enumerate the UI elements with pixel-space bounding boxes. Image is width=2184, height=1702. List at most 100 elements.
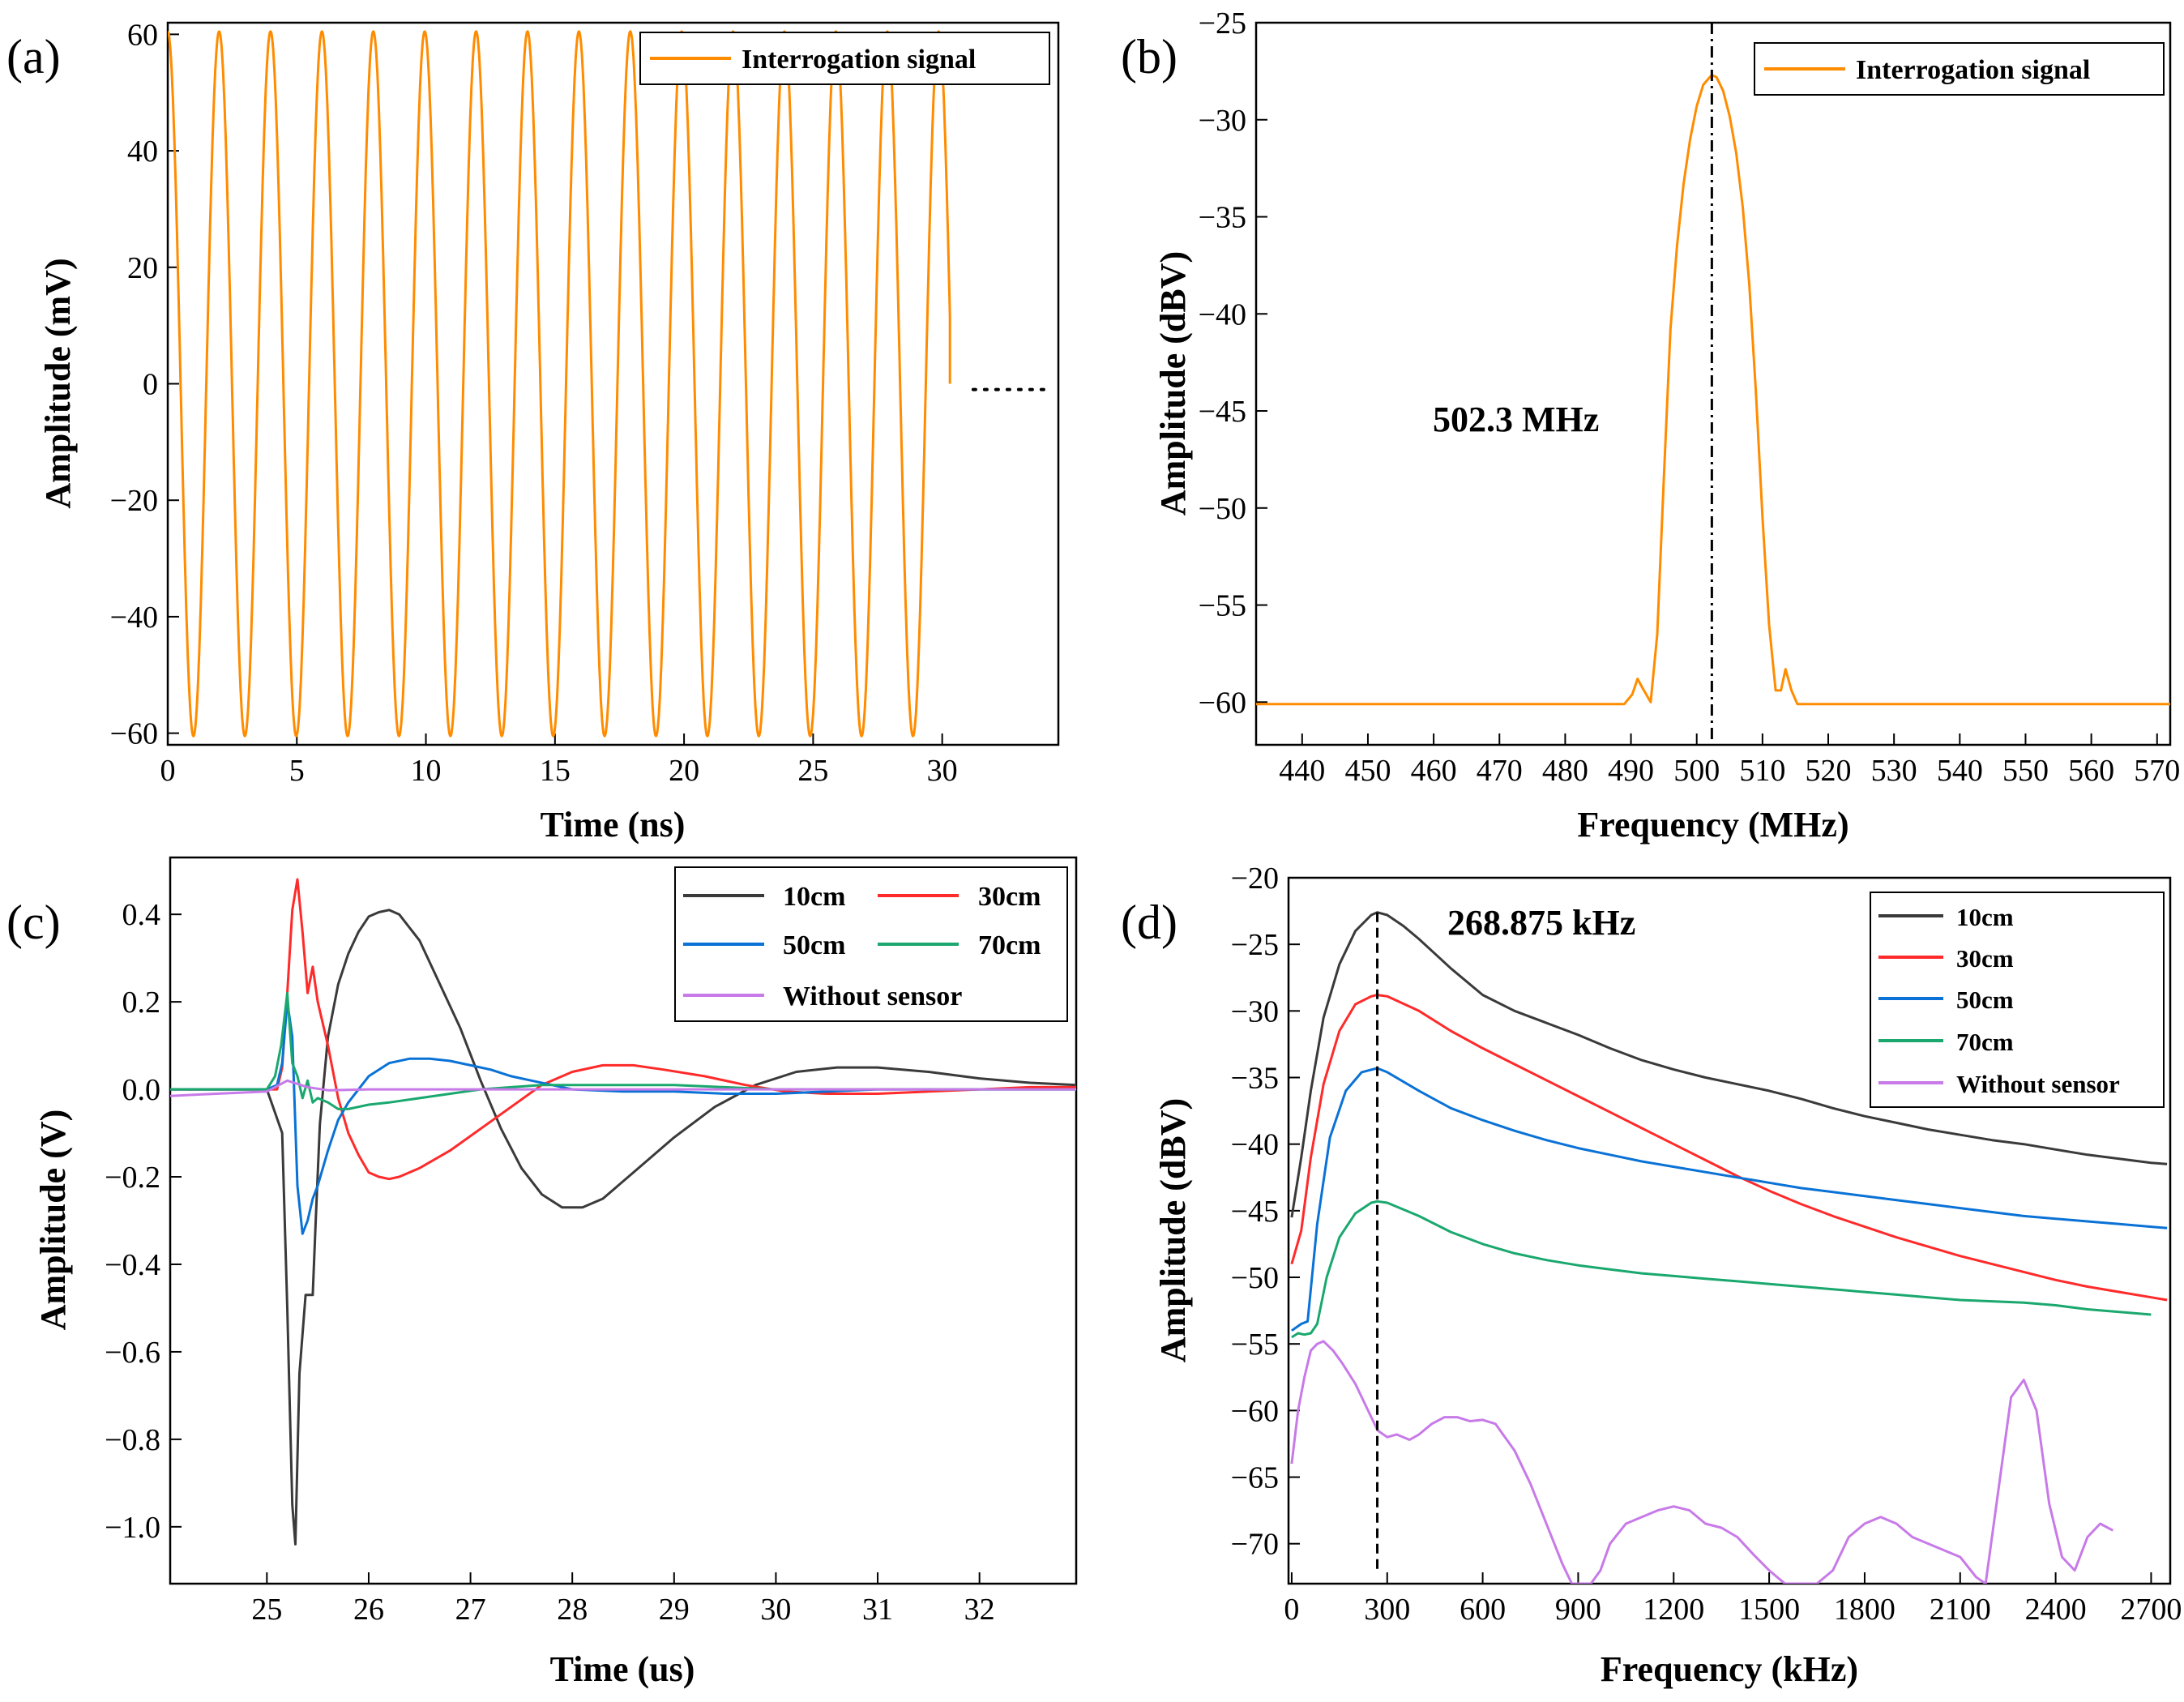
axes-d: 0 300 600 900 1200 1500 1800 2100 2400 2700 −70 −65…	[1231, 862, 2182, 1627]
series-line-c-70cm	[170, 991, 1076, 1110]
legend-label-d-1: 30cm	[1956, 944, 2014, 973]
series-line-b-interrogation	[1256, 74, 2170, 706]
y-tick-label-a: −60	[110, 717, 158, 751]
x-tick-label-c: 27	[455, 1593, 486, 1627]
x-tick-label-c: 28	[557, 1593, 588, 1627]
y-tick-label-c: 0.0	[122, 1073, 161, 1107]
y-tick-label-d: −30	[1231, 994, 1279, 1028]
x-tick-label-d: 2400	[2025, 1593, 2087, 1627]
x-tick-label-b: 440	[1279, 754, 1325, 788]
panel-b: (b) 440 450 460 470 480 490 500 510 520 530 540 550…	[1121, 6, 2180, 845]
panel-c: (c) 25 26 27 28 29 30 31 32 −1.0 −0.8 −0.6 −0.4 −0.2…	[6, 856, 1078, 1689]
y-tick-label-a: 20	[127, 251, 158, 285]
y-tick-label-b: −45	[1199, 395, 1246, 429]
x-tick-label-d: 300	[1364, 1593, 1410, 1627]
y-tick-label-c: −0.6	[105, 1336, 160, 1370]
y-tick-label-b: −50	[1199, 492, 1246, 526]
x-tick-label-b: 540	[1937, 754, 1983, 788]
y-tick-label-b: −55	[1199, 589, 1246, 623]
y-tick-label-b: −35	[1199, 201, 1246, 235]
series-b	[1256, 23, 2170, 745]
y-tick-label-d: −20	[1231, 862, 1279, 896]
x-axis-label-c: Time (us)	[550, 1649, 695, 1689]
x-tick-label-c: 25	[251, 1593, 282, 1627]
y-tick-label-a: −20	[110, 484, 158, 518]
x-tick-label-b: 490	[1608, 754, 1654, 788]
x-tick-label-a: 20	[669, 754, 699, 788]
x-tick-label-d: 2100	[1930, 1593, 1991, 1627]
y-tick-label-a: 0	[143, 368, 158, 402]
x-tick-label-b: 450	[1344, 754, 1391, 788]
legend-label-d-3: 70cm	[1956, 1028, 2014, 1056]
legend-label-c-0: 10cm	[783, 882, 845, 912]
x-tick-label-b: 500	[1673, 754, 1720, 788]
y-axis-label-a: Amplitude (mV)	[38, 258, 78, 508]
axes-c: 25 26 27 28 29 30 31 32 −1.0 −0.8 −0.6 −0.4 −0.2 0.0 0…	[105, 898, 995, 1627]
y-tick-label-d: −55	[1231, 1328, 1279, 1362]
x-axis-label-b: Frequency (MHz)	[1577, 805, 1848, 845]
y-tick-label-d: −60	[1231, 1394, 1279, 1428]
x-tick-label-c: 32	[964, 1593, 995, 1627]
y-tick-label-d: −40	[1231, 1128, 1279, 1162]
panel-label-c: (c)	[6, 896, 61, 949]
series-line-a-interrogation	[168, 30, 951, 738]
x-tick-label-b: 530	[1871, 754, 1917, 788]
x-tick-label-d: 1500	[1738, 1593, 1800, 1627]
panel-label-d: (d)	[1121, 896, 1177, 949]
x-tick-label-a: 30	[927, 754, 958, 788]
legend-label-d-2: 50cm	[1956, 986, 2014, 1014]
series-line-c-10cm	[170, 909, 1076, 1546]
x-tick-label-b: 520	[1806, 754, 1852, 788]
x-tick-label-b: 510	[1739, 754, 1785, 788]
x-tick-label-c: 29	[659, 1593, 690, 1627]
x-tick-label-a: 5	[289, 754, 305, 788]
legend-label-a-0: Interrogation signal	[742, 45, 976, 75]
x-tick-label-d: 600	[1460, 1593, 1506, 1627]
series-line-d-30cm	[1290, 994, 2168, 1302]
series-line-c-50cm	[170, 1000, 1076, 1235]
legend-b: Interrogation signal	[1754, 42, 2165, 96]
x-axis-label-d: Frequency (kHz)	[1601, 1649, 1858, 1689]
x-tick-label-b: 550	[2002, 754, 2049, 788]
x-tick-label-d: 900	[1555, 1593, 1601, 1627]
y-tick-label-d: −70	[1231, 1528, 1279, 1562]
series-c	[170, 878, 1076, 1546]
y-axis-label-d: Amplitude (dBV)	[1153, 1098, 1193, 1362]
y-tick-label-c: −0.4	[105, 1248, 160, 1282]
legend-d: 10cm 30cm 50cm 70cm Without sensor	[1870, 892, 2165, 1108]
series-a	[168, 30, 1053, 738]
plot-frame-c	[169, 856, 1078, 1585]
series-line-d-10cm	[1290, 911, 2168, 1218]
y-tick-label-b: −25	[1199, 6, 1246, 41]
x-tick-label-d: 1200	[1643, 1593, 1704, 1627]
panel-a: (a) 0 5 10 15 20 25 30 −60 −40 −20 0 20 40 60 Time (n…	[6, 18, 1060, 845]
x-tick-label-b: 480	[1542, 754, 1588, 788]
x-tick-label-a: 25	[797, 754, 828, 788]
legend-label-d-4: Without sensor	[1956, 1070, 2120, 1098]
peak-frequency-label-d: 268.875 kHz	[1447, 903, 1635, 943]
x-tick-label-d: 0	[1284, 1593, 1299, 1627]
x-tick-label-d: 1800	[1834, 1593, 1896, 1627]
x-tick-label-c: 30	[760, 1593, 791, 1627]
x-axis-label-a: Time (ns)	[541, 805, 686, 845]
axes-b: 440 450 460 470 480 490 500 510 520 530 540 550 560 5…	[1199, 6, 2181, 788]
y-axis-label-b: Amplitude (dBV)	[1153, 251, 1193, 515]
legend-label-c-4: Without sensor	[783, 981, 962, 1011]
x-tick-label-b: 570	[2134, 754, 2180, 788]
y-tick-label-d: −65	[1231, 1461, 1279, 1495]
y-tick-label-a: 40	[127, 135, 158, 169]
y-tick-label-b: −30	[1199, 104, 1246, 138]
series-line-d-without-sensor	[1290, 1340, 2114, 1584]
x-tick-label-b: 560	[2068, 754, 2114, 788]
y-tick-label-d: −45	[1231, 1195, 1279, 1229]
y-tick-label-b: −60	[1199, 686, 1246, 720]
peak-frequency-label-b: 502.3 MHz	[1433, 400, 1599, 439]
x-tick-label-a: 15	[540, 754, 571, 788]
panel-label-a: (a)	[6, 30, 61, 83]
x-tick-label-b: 470	[1477, 754, 1523, 788]
y-tick-label-c: −0.8	[105, 1423, 160, 1457]
x-tick-label-c: 26	[353, 1593, 384, 1627]
y-tick-label-c: 0.2	[122, 986, 161, 1020]
panel-label-b: (b)	[1121, 30, 1177, 83]
